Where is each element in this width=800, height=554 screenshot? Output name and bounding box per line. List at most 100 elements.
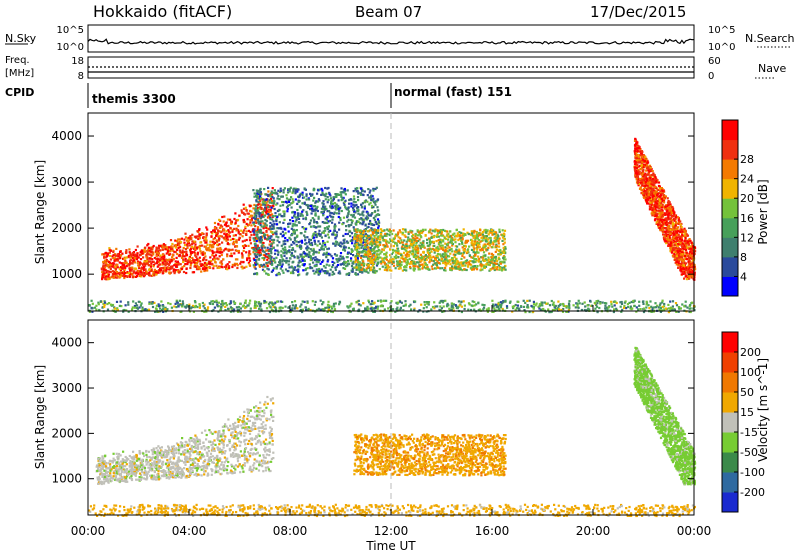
data-cell [466, 259, 469, 262]
data-cell [272, 258, 275, 261]
data-cell [383, 234, 386, 237]
data-cell [235, 219, 238, 222]
data-cell [263, 270, 266, 273]
data-cell [367, 225, 370, 228]
data-cell [172, 257, 175, 261]
data-cell [317, 215, 320, 218]
data-cell [276, 197, 279, 200]
data-cell [205, 247, 208, 250]
data-cell [461, 242, 464, 246]
data-cell [444, 248, 447, 251]
data-cell [363, 270, 366, 273]
data-cell [362, 268, 366, 271]
data-cell [351, 270, 354, 273]
data-cell [267, 208, 270, 211]
data-cell [338, 209, 341, 212]
data-cell [365, 218, 369, 221]
data-cell [145, 272, 148, 275]
data-cell [270, 270, 273, 273]
data-cell [655, 222, 658, 225]
data-cell [104, 251, 108, 254]
data-cell [346, 252, 349, 255]
data-cell [678, 239, 681, 242]
data-cell [412, 233, 415, 236]
data-cell [370, 255, 373, 258]
data-cell [356, 239, 359, 242]
data-cell [633, 144, 637, 147]
data-cell [502, 232, 505, 235]
data-cell [681, 228, 684, 232]
data-cell [262, 245, 265, 248]
data-cell [199, 250, 202, 253]
data-cell [265, 249, 268, 252]
data-cell [467, 232, 470, 236]
data-cell [239, 262, 242, 265]
data-cell [171, 265, 174, 268]
data-cell [222, 249, 225, 252]
data-cell [360, 217, 363, 220]
data-cell [264, 193, 267, 196]
data-cell [276, 244, 279, 247]
data-cell [406, 250, 409, 253]
data-cell [184, 236, 188, 239]
data-cell [154, 262, 157, 265]
data-cell [462, 234, 465, 237]
data-cell [420, 245, 423, 248]
data-cell [319, 262, 322, 265]
data-cell [220, 260, 223, 263]
data-cell [132, 259, 135, 262]
data-cell [339, 191, 342, 194]
data-cell [638, 159, 641, 162]
data-cell [290, 265, 293, 268]
data-cell [333, 211, 336, 214]
data-cell [342, 234, 345, 237]
data-cell [162, 270, 165, 273]
data-cell [328, 274, 331, 277]
data-cell [500, 268, 503, 271]
data-cell [305, 247, 308, 250]
data-cell [291, 216, 294, 219]
data-cell [263, 251, 266, 254]
data-cell [264, 206, 267, 209]
data-cell [452, 262, 455, 265]
data-cell [143, 274, 146, 277]
data-cell [263, 246, 267, 249]
data-cell [339, 263, 343, 266]
data-cell [226, 238, 229, 241]
data-cell [167, 266, 170, 269]
data-cell [220, 265, 223, 268]
data-cell [366, 250, 369, 254]
data-cell [177, 238, 180, 241]
data-cell [264, 255, 268, 258]
data-cell [191, 271, 194, 274]
data-cell [125, 261, 128, 264]
data-cell [290, 196, 293, 199]
data-cell [307, 253, 311, 256]
data-cell [362, 221, 365, 224]
data-cell [495, 231, 498, 234]
data-cell [242, 231, 245, 234]
data-cell [326, 227, 330, 231]
data-cell [436, 253, 439, 256]
data-cell [363, 253, 366, 256]
data-cell [203, 256, 206, 260]
data-cell [434, 262, 437, 265]
data-cell [215, 239, 218, 242]
data-cell [279, 232, 282, 235]
data-cell [313, 272, 316, 275]
data-cell [417, 249, 420, 252]
data-cell [176, 240, 179, 243]
data-cell [327, 247, 330, 250]
data-cell [374, 210, 377, 213]
data-cell [107, 266, 110, 269]
data-cell [209, 245, 212, 248]
data-cell [304, 188, 307, 191]
data-cell [477, 251, 480, 254]
data-cell [241, 240, 244, 243]
data-cell [385, 251, 388, 254]
data-cell [659, 197, 662, 200]
data-cell [642, 171, 645, 174]
data-cell [291, 201, 294, 204]
data-cell [362, 214, 365, 217]
data-cell [426, 250, 429, 253]
